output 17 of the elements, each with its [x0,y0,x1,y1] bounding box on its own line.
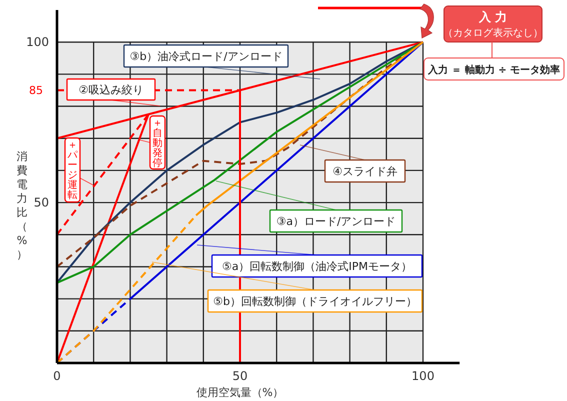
text: ③b）油冷式ロード/アンロード [130,50,282,63]
text: ⑤b）回転数制御（ドライオイルフリー） [213,295,417,308]
annotation: （カタログ表示なし） [443,27,543,39]
annotation: 85 [29,84,43,98]
series-label: ＋パージ運転 [66,140,78,201]
y-axis-title: 消費電力比（%） [16,150,28,261]
x-axis-title: 使用空気量（%） [196,386,284,399]
legend-label: ＋自動発停 [152,118,162,169]
series-label: ②吸込み絞り [78,84,144,96]
x-tick-label: 0 [53,369,61,383]
text: ⑤a）回転数制御（油冷式IPMモータ） [222,260,412,273]
text: 入 力 [478,10,508,24]
x-tick-label: 50 [232,369,248,383]
text: ④スライド弁 [332,165,398,178]
text: ③a）ロード/アンロード [276,215,396,228]
x-tick-label: 100 [412,369,434,383]
annotation: 入力 ＝ 軸動力 ÷ モータ効率 [426,64,560,76]
